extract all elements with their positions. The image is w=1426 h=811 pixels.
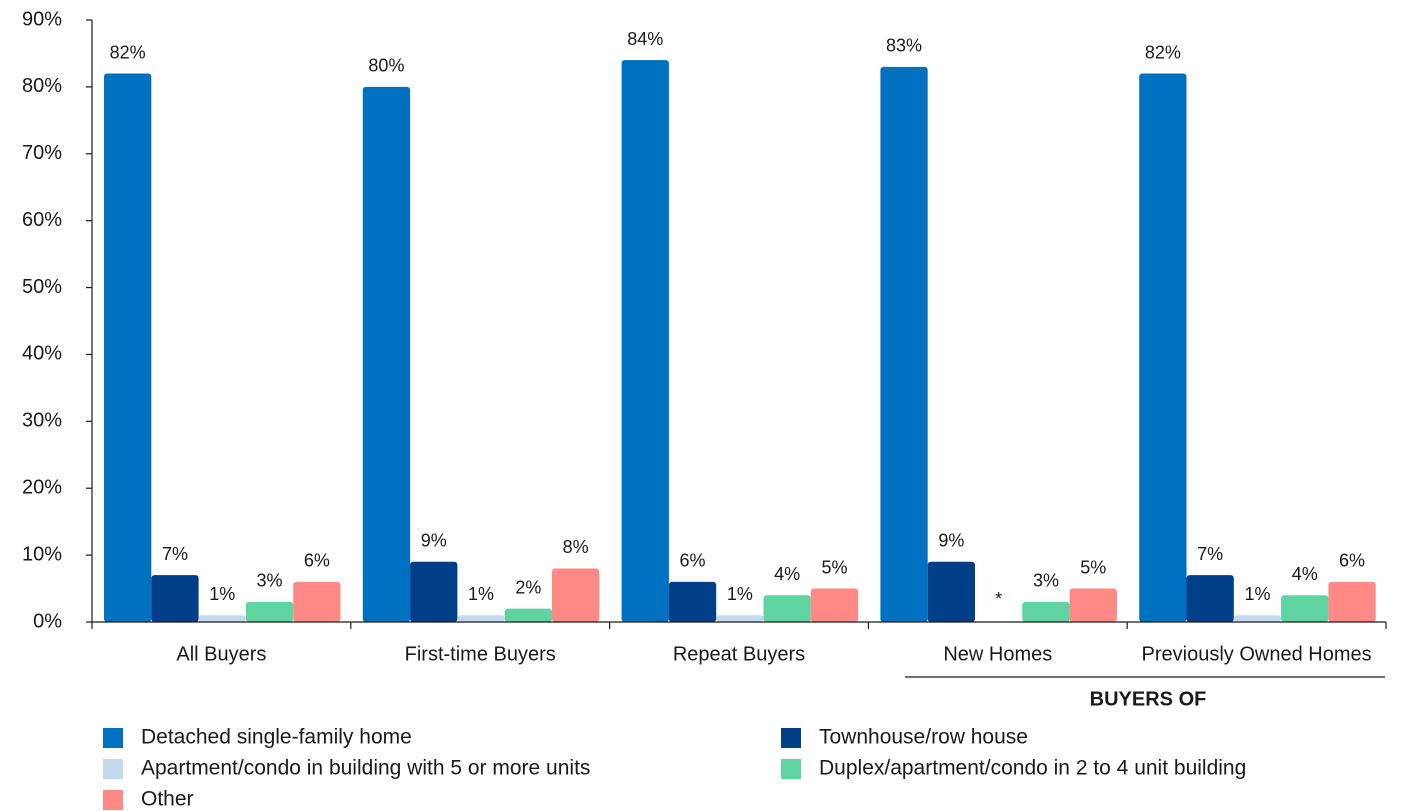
y-tick-label: 40%: [22, 343, 62, 365]
bar: [668, 581, 717, 622]
y-tick-label: 90%: [22, 8, 62, 30]
value-label: 1%: [727, 584, 753, 604]
bar: [293, 581, 341, 622]
value-label: 1%: [468, 584, 494, 604]
bar: [504, 608, 552, 622]
y-tick-label: 30%: [22, 410, 62, 432]
bar: [410, 561, 458, 622]
legend-swatch: [103, 759, 123, 779]
bar: [245, 601, 294, 622]
value-label: 9%: [938, 531, 964, 551]
legend-label: Apartment/condo in building with 5 or mo…: [141, 757, 590, 780]
legend-label: Townhouse/row house: [819, 726, 1028, 749]
y-tick-label: 0%: [33, 610, 62, 632]
value-label: 1%: [1244, 584, 1270, 604]
y-tick-label: 80%: [22, 75, 62, 97]
bar: [763, 595, 811, 622]
x-tick-label: New Homes: [943, 643, 1052, 665]
value-label: 1%: [209, 584, 235, 604]
y-tick-label: 10%: [22, 543, 62, 565]
value-label: 4%: [1292, 564, 1318, 584]
bar: [151, 575, 199, 622]
bar: [1328, 581, 1376, 622]
annotation: BUYERS OF: [1090, 688, 1207, 710]
legend-label: Other: [141, 788, 194, 811]
bar: [927, 561, 975, 622]
bar: [716, 615, 764, 622]
x-tick-label: Previously Owned Homes: [1142, 643, 1372, 665]
value-label: 5%: [821, 557, 847, 577]
bar: [104, 73, 152, 622]
value-label: 4%: [774, 564, 800, 584]
bar: [1069, 588, 1117, 622]
legend-label: Detached single-family home: [141, 726, 412, 749]
bar: [198, 615, 246, 622]
legend-swatch: [781, 728, 801, 748]
bar: [362, 86, 411, 622]
x-tick-label: All Buyers: [176, 643, 266, 665]
legend-swatch: [103, 790, 123, 810]
value-label: 82%: [1145, 42, 1181, 62]
value-label: 82%: [110, 42, 146, 62]
y-tick-label: 20%: [22, 477, 62, 499]
bar: [810, 588, 859, 622]
bar: [1186, 575, 1234, 622]
value-label: 83%: [886, 36, 922, 56]
value-label: 7%: [162, 544, 188, 564]
y-tick-label: 60%: [22, 209, 62, 231]
value-label: 5%: [1080, 557, 1106, 577]
value-label: 2%: [515, 577, 541, 597]
value-label: 6%: [304, 551, 330, 571]
x-tick-label: First-time Buyers: [405, 643, 556, 665]
bar: [1022, 601, 1070, 622]
value-label: 3%: [257, 571, 283, 591]
bar: [1233, 615, 1282, 622]
value-label: 3%: [1033, 571, 1059, 591]
value-label: 84%: [627, 29, 663, 49]
bar: [552, 568, 600, 622]
value-label: 6%: [680, 551, 706, 571]
value-label: 7%: [1197, 544, 1223, 564]
value-label: 8%: [563, 537, 589, 557]
value-label: 9%: [421, 531, 447, 551]
bar: [880, 66, 928, 623]
legend-swatch: [781, 759, 801, 779]
y-tick-label: 50%: [22, 276, 62, 298]
bar: [1139, 73, 1187, 622]
legend-label: Duplex/apartment/condo in 2 to 4 unit bu…: [819, 757, 1246, 780]
y-tick-label: 70%: [22, 142, 62, 164]
value-label: *: [995, 589, 1002, 609]
legend-swatch: [103, 728, 123, 748]
x-tick-label: Repeat Buyers: [673, 643, 805, 665]
bar: [621, 60, 669, 622]
value-label: 6%: [1339, 551, 1365, 571]
bar: [457, 615, 505, 622]
value-label: 80%: [368, 56, 404, 76]
bar: [1281, 595, 1329, 622]
